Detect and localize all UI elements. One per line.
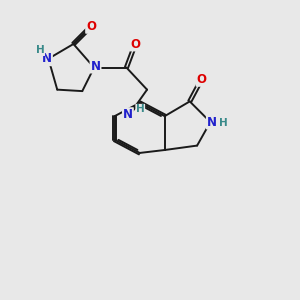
Text: N: N [91, 60, 100, 73]
Text: O: O [196, 73, 206, 86]
Text: N: N [42, 52, 52, 65]
Text: O: O [130, 38, 140, 50]
Text: N: N [123, 108, 133, 121]
Text: H: H [136, 104, 145, 114]
Text: H: H [36, 46, 44, 56]
Text: H: H [219, 118, 228, 128]
Text: O: O [86, 20, 96, 33]
Text: N: N [207, 116, 217, 128]
